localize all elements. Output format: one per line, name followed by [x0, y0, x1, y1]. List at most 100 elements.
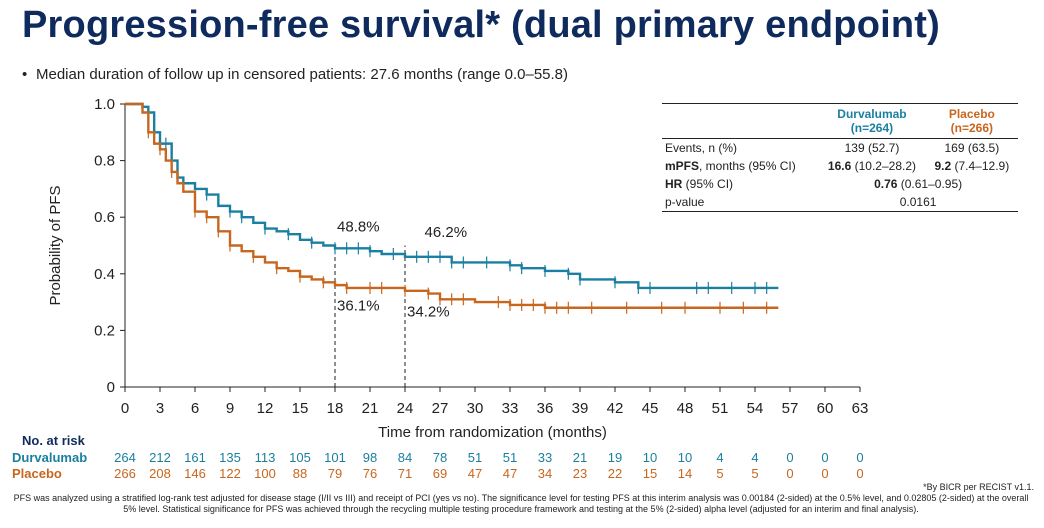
- x-tick-label: 6: [191, 400, 199, 417]
- x-tick-label: 51: [712, 400, 729, 417]
- hr-label: HR (95% CI): [665, 177, 734, 191]
- hr-value: 0.76 (0.61–0.95): [874, 177, 963, 191]
- y-tick-label: 1.0: [94, 96, 115, 113]
- annotation-durvalumab: 46.2%: [425, 224, 468, 241]
- footnote-methods: PFS was analyzed using a stratified log-…: [13, 493, 1029, 514]
- x-tick-label: 33: [502, 400, 519, 417]
- events-durvalumab: 139 (52.7): [818, 138, 926, 157]
- risk-row-label-durvalumab: Durvalumab: [12, 450, 87, 465]
- risk-value-durvalumab: 98: [363, 450, 377, 465]
- risk-value-placebo: 71: [398, 466, 412, 481]
- risk-value-durvalumab: 33: [538, 450, 552, 465]
- x-tick-label: 36: [537, 400, 554, 417]
- risk-value-durvalumab: 19: [608, 450, 622, 465]
- stats-row-mpfs: mPFS, months (95% CI) 16.6 (10.2–28.2) 9…: [662, 157, 1018, 175]
- risk-value-placebo: 100: [254, 466, 276, 481]
- y-tick-label: 0.8: [94, 153, 115, 170]
- x-tick-label: 48: [677, 400, 694, 417]
- risk-value-durvalumab: 51: [503, 450, 517, 465]
- x-tick-label: 15: [292, 400, 309, 417]
- risk-value-placebo: 47: [503, 466, 517, 481]
- y-tick-label: 0.2: [94, 322, 115, 339]
- risk-value-durvalumab: 4: [716, 450, 723, 465]
- x-tick-label: 63: [852, 400, 869, 417]
- x-tick-label: 9: [226, 400, 234, 417]
- events-label: Events, n (%): [662, 138, 819, 157]
- risk-value-durvalumab: 51: [468, 450, 482, 465]
- risk-value-placebo: 34: [538, 466, 552, 481]
- stats-row-hr: HR (95% CI) 0.76 (0.61–0.95): [662, 175, 1018, 193]
- risk-value-placebo: 69: [433, 466, 447, 481]
- risk-value-placebo: 5: [716, 466, 723, 481]
- risk-value-placebo: 0: [821, 466, 828, 481]
- risk-value-durvalumab: 113: [255, 450, 276, 465]
- page-title: Progression-free survival* (dual primary…: [22, 4, 940, 46]
- risk-value-durvalumab: 84: [398, 450, 412, 465]
- risk-value-placebo: 22: [608, 466, 622, 481]
- risk-row-label-placebo: Placebo: [12, 466, 62, 481]
- x-tick-label: 24: [397, 400, 414, 417]
- x-tick-label: 21: [362, 400, 379, 417]
- y-tick-label: 0: [107, 379, 115, 396]
- follow-up-bullet: • Median duration of follow up in censore…: [22, 66, 569, 83]
- risk-value-durvalumab: 10: [643, 450, 657, 465]
- risk-table-label: No. at risk: [22, 433, 86, 448]
- follow-up-text: Median duration of follow up in censored…: [36, 66, 569, 83]
- x-tick-label: 42: [607, 400, 624, 417]
- stats-header-row: Durvalumab (n=264) Placebo (n=266): [662, 103, 1018, 139]
- p-label: p-value: [662, 193, 819, 212]
- risk-value-placebo: 79: [328, 466, 342, 481]
- x-tick-label: 12: [257, 400, 274, 417]
- risk-value-durvalumab: 264: [114, 450, 136, 465]
- annotation-placebo: 36.1%: [337, 298, 380, 315]
- risk-value-placebo: 122: [219, 466, 241, 481]
- stats-head-placebo: Placebo (n=266): [948, 107, 995, 135]
- stats-row-pvalue: p-value 0.0161: [662, 193, 1018, 212]
- y-axis-label: Probability of PFS: [47, 185, 64, 305]
- y-tick-label: 0.6: [94, 209, 115, 226]
- risk-value-durvalumab: 0: [856, 450, 863, 465]
- x-tick-label: 60: [817, 400, 834, 417]
- risk-value-placebo: 15: [643, 466, 657, 481]
- risk-value-placebo: 266: [114, 466, 136, 481]
- risk-value-durvalumab: 0: [821, 450, 828, 465]
- y-tick-label: 0.4: [94, 266, 115, 283]
- x-tick-label: 18: [327, 400, 344, 417]
- x-tick-label: 54: [747, 400, 764, 417]
- mpfs-placebo: 9.2 (7.4–12.9): [934, 159, 1010, 173]
- risk-value-placebo: 23: [573, 466, 587, 481]
- risk-value-durvalumab: 0: [786, 450, 793, 465]
- risk-value-durvalumab: 101: [324, 450, 346, 465]
- risk-value-placebo: 146: [184, 466, 206, 481]
- footnote-bicr: *By BICR per RECIST v1.1.: [923, 482, 1034, 492]
- mpfs-durvalumab: 16.6 (10.2–28.2): [827, 159, 916, 173]
- x-tick-label: 57: [782, 400, 799, 417]
- x-tick-label: 3: [156, 400, 164, 417]
- risk-value-placebo: 76: [363, 466, 377, 481]
- p-value: 0.0161: [818, 193, 1018, 212]
- risk-value-durvalumab: 161: [184, 450, 206, 465]
- risk-value-placebo: 5: [751, 466, 758, 481]
- events-placebo: 169 (63.5): [925, 138, 1018, 157]
- risk-value-durvalumab: 10: [678, 450, 692, 465]
- annotation-durvalumab: 48.8%: [337, 218, 380, 235]
- stats-head-durvalumab: Durvalumab (n=264): [837, 107, 907, 135]
- risk-value-placebo: 14: [678, 466, 692, 481]
- annotation-placebo: 34.2%: [407, 303, 450, 320]
- mpfs-label: mPFS, months (95% CI): [665, 159, 796, 173]
- risk-value-durvalumab: 212: [149, 450, 171, 465]
- x-tick-label: 45: [642, 400, 659, 417]
- risk-value-placebo: 208: [149, 466, 171, 481]
- risk-value-placebo: 88: [293, 466, 307, 481]
- risk-value-durvalumab: 78: [433, 450, 447, 465]
- risk-value-durvalumab: 135: [219, 450, 241, 465]
- stats-table: Durvalumab (n=264) Placebo (n=266) Events,…: [662, 103, 1018, 212]
- x-tick-label: 39: [572, 400, 589, 417]
- risk-value-placebo: 0: [856, 466, 863, 481]
- stats-row-events: Events, n (%) 139 (52.7) 169 (63.5): [662, 138, 1018, 157]
- x-tick-label: 0: [121, 400, 129, 417]
- risk-value-placebo: 47: [468, 466, 482, 481]
- x-tick-label: 27: [432, 400, 449, 417]
- risk-value-placebo: 0: [786, 466, 793, 481]
